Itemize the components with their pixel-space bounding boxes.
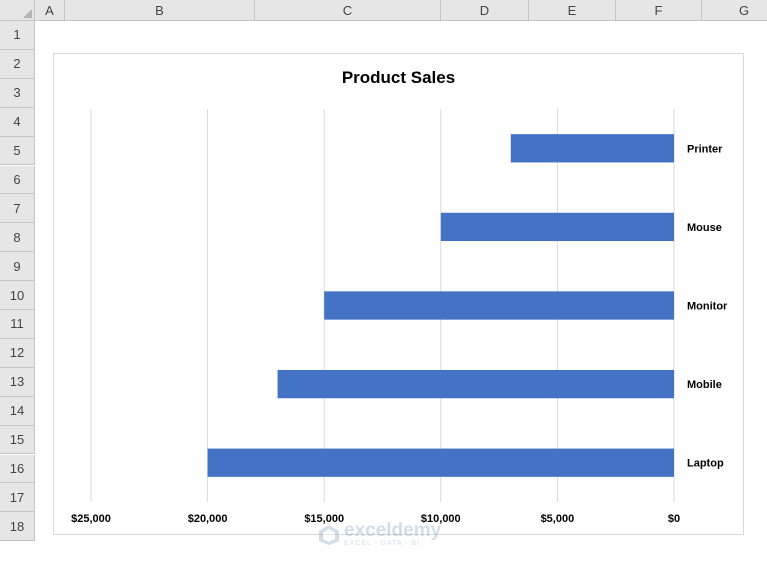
watermark-name: exceldemy [344,520,442,541]
row-header-3[interactable]: 3 [0,78,35,108]
column-header-c[interactable]: C [255,0,441,21]
bar-mobile[interactable] [277,369,674,399]
row-header-17[interactable]: 17 [0,483,35,513]
category-label-laptop: Laptop [687,458,724,470]
x-tick-label-1: $20,000 [188,513,228,525]
bar-monitor[interactable] [324,291,674,320]
row-header-7[interactable]: 7 [0,194,35,224]
watermark: exceldemy EXCEL · DATA · BI [318,520,442,547]
row-header-6[interactable]: 6 [0,165,35,195]
x-tick-label-0: $25,000 [71,513,111,525]
plot-area[interactable]: $25,000 $20,000 $15,000 $10,000 $5,000 $0 Prin… [54,54,745,536]
category-label-printer: Printer [687,143,723,155]
bar-mouse[interactable] [440,212,674,242]
x-tick-label-5: $0 [668,513,680,525]
x-tick-label-2: $15,000 [304,513,344,525]
x-tick-label-4: $5,000 [541,513,575,525]
row-header-12[interactable]: 12 [0,338,35,368]
x-tick-label-3: $10,000 [421,513,461,525]
select-all-corner[interactable] [0,0,35,21]
bar-printer[interactable] [510,134,674,163]
column-header-d[interactable]: D [441,0,529,21]
column-header-e[interactable]: E [529,0,616,21]
row-header-15[interactable]: 15 [0,425,35,455]
category-label-monitor: Monitor [687,301,728,313]
column-header-g[interactable]: G [702,0,767,21]
chart-title[interactable]: Product Sales [341,68,456,87]
select-all-triangle-icon [23,9,32,18]
row-header-4[interactable]: 4 [0,107,35,137]
row-header-11[interactable]: 11 [0,310,35,339]
row-header-16[interactable]: 16 [0,454,35,484]
exceldemy-logo-icon [319,524,339,545]
row-header-14[interactable]: 14 [0,396,35,426]
row-header-9[interactable]: 9 [0,252,35,282]
row-header-8[interactable]: 8 [0,223,35,253]
watermark-tagline: EXCEL · DATA · BI [344,540,420,547]
row-header-13[interactable]: 13 [0,367,35,397]
row-header-5[interactable]: 5 [0,136,35,166]
chart-area[interactable]: Product Sales $25,000 $20,000 $15,000 $10,0… [53,53,744,535]
column-header-b[interactable]: B [65,0,255,21]
row-header-10[interactable]: 10 [0,281,35,310]
column-header-f[interactable]: F [616,0,702,21]
row-header-1[interactable]: 1 [0,21,35,50]
bar-laptop[interactable] [207,448,674,477]
row-header-18[interactable]: 18 [0,512,35,542]
category-label-mobile: Mobile [687,379,722,391]
category-label-mouse: Mouse [687,222,722,234]
column-header-a[interactable]: A [35,0,65,21]
row-header-2[interactable]: 2 [0,49,35,79]
